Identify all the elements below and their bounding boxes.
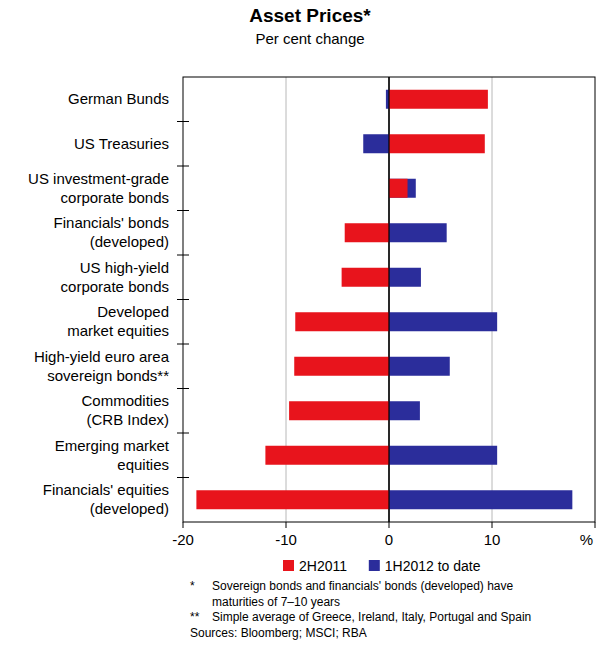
- note-marker: **: [190, 610, 200, 624]
- bar: [289, 401, 389, 420]
- category-label: US high-yield corporate bonds: [61, 259, 169, 295]
- category-tick: [177, 121, 189, 122]
- legend-label: 1H2012 to date: [385, 558, 481, 574]
- legend: 2H2011 1H2012 to date: [283, 558, 481, 574]
- bar: [363, 134, 389, 153]
- category-line: High-yield euro area: [34, 348, 170, 365]
- legend-swatch: [369, 560, 380, 571]
- bar: [389, 490, 572, 509]
- legend-label: 2H2011: [299, 558, 347, 574]
- category-line: Financials' equities: [43, 481, 169, 498]
- x-tick-label: 0: [385, 531, 393, 548]
- category-tick: [177, 299, 189, 300]
- x-tick-label: -20: [172, 531, 194, 548]
- zero-axis: [388, 77, 389, 522]
- bar: [196, 490, 389, 509]
- category-line: (developed): [90, 500, 169, 517]
- bar: [389, 268, 421, 287]
- category-label: German Bunds: [68, 90, 169, 107]
- bar: [294, 357, 389, 376]
- category-line: (developed): [90, 233, 169, 250]
- bar: [389, 134, 485, 153]
- category-label: US Treasuries: [74, 135, 169, 152]
- category-line: US Treasuries: [74, 135, 169, 152]
- bar: [389, 179, 416, 198]
- x-tick: [389, 522, 390, 528]
- zero-line: [388, 77, 389, 522]
- category-line: corporate bonds: [61, 278, 169, 295]
- x-tick: [492, 522, 493, 528]
- category-line: sovereign bonds**: [47, 367, 169, 384]
- category-label: High-yield euro area sovereign bonds**: [34, 348, 170, 384]
- x-tick: [595, 522, 596, 528]
- category-tick: [177, 255, 189, 256]
- category-tick: [177, 477, 189, 478]
- category-label: Commodities (CRB Index): [81, 392, 169, 428]
- category-line: US investment-grade: [28, 170, 169, 187]
- bars: [196, 90, 572, 510]
- source: Sources: Bloomberg; MSCI; RBA: [190, 626, 367, 640]
- category-line: Commodities: [81, 392, 169, 409]
- bar: [389, 401, 420, 420]
- x-tick-label: 10: [484, 531, 501, 548]
- bar: [389, 179, 408, 198]
- note-text: Simple average of Greece, Ireland, Italy…: [212, 610, 531, 624]
- category-tick: [177, 210, 189, 211]
- bar: [345, 223, 389, 242]
- bar: [295, 312, 389, 331]
- category-tick: [177, 388, 189, 389]
- category-line: Financials' bonds: [54, 214, 169, 231]
- title: Asset Prices*: [249, 5, 371, 26]
- category-line: corporate bonds: [61, 189, 169, 206]
- x-tick: [286, 522, 287, 528]
- category-line: US high-yield: [80, 259, 169, 276]
- category-tick: [177, 433, 189, 434]
- bar: [389, 357, 450, 376]
- category-line: Emerging market: [55, 437, 170, 454]
- bar: [342, 268, 389, 287]
- category-line: market equities: [67, 322, 169, 339]
- x-tick: [183, 522, 184, 528]
- category-tick: [177, 344, 189, 345]
- bar: [389, 446, 497, 465]
- frame: [183, 77, 595, 522]
- category-tick: [177, 166, 189, 167]
- note-text: Sovereign bonds and financials' bonds (d…: [212, 579, 513, 593]
- category-line: (CRB Index): [86, 411, 169, 428]
- subtitle: Per cent change: [255, 30, 364, 47]
- x-tick-label: %: [580, 531, 593, 548]
- note-marker: *: [190, 579, 195, 593]
- legend-swatch: [283, 560, 294, 571]
- category-line: equities: [117, 456, 169, 473]
- category-label: Financials' bonds (developed): [54, 214, 169, 250]
- category-label: Emerging market equities: [55, 437, 170, 473]
- note-text: maturities of 7–10 years: [212, 595, 340, 609]
- category-line: German Bunds: [68, 90, 169, 107]
- bar: [389, 90, 488, 109]
- bar: [265, 446, 389, 465]
- bar: [389, 312, 497, 331]
- category-label: US investment-grade corporate bonds: [28, 170, 169, 206]
- bar: [389, 223, 447, 242]
- category-line: Developed: [97, 303, 169, 320]
- category-label: Financials' equities (developed): [43, 481, 169, 517]
- x-tick-label: -10: [275, 531, 297, 548]
- category-label: Developed market equities: [67, 303, 169, 339]
- chart: Asset Prices* Per cent change German Bunds…: [0, 0, 600, 645]
